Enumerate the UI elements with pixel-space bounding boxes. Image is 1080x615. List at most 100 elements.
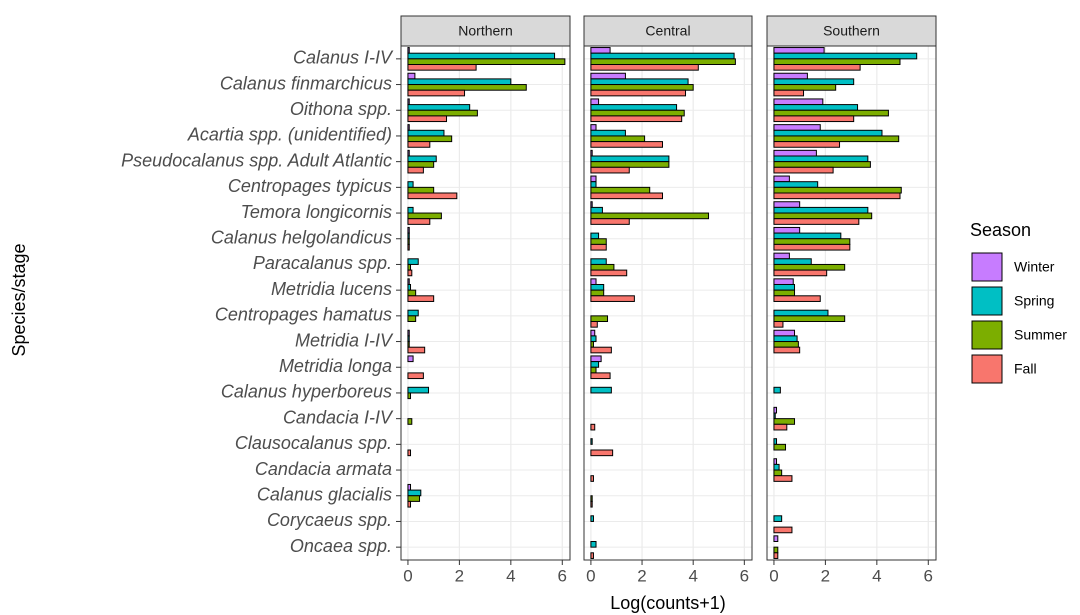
facet-title: Southern <box>823 23 880 39</box>
x-axis-title: Log(counts+1) <box>610 593 726 613</box>
y-tick-label: Calanus hyperboreus <box>221 382 392 402</box>
bar <box>407 64 477 71</box>
bar <box>773 269 828 277</box>
bar <box>590 212 710 220</box>
bar <box>773 104 859 111</box>
bar <box>773 406 778 414</box>
bar <box>773 64 861 71</box>
y-tick-label: Calanus helgolandicus <box>211 228 392 248</box>
bar <box>773 141 841 148</box>
bar <box>773 423 788 431</box>
bar <box>773 412 776 420</box>
bar <box>407 58 566 66</box>
bar <box>407 449 412 457</box>
x-tick-label: 2 <box>637 566 646 585</box>
panel-background <box>584 46 752 560</box>
x-tick-label: 6 <box>558 566 567 585</box>
bar <box>407 295 435 302</box>
bar <box>407 129 445 137</box>
bar <box>773 258 812 265</box>
facet-strip <box>766 15 937 47</box>
bar <box>407 315 417 323</box>
bar <box>773 166 834 174</box>
bar <box>590 201 593 208</box>
bar <box>773 135 900 143</box>
bar <box>773 161 871 168</box>
x-tick-label: 0 <box>403 566 412 585</box>
bar <box>590 141 664 148</box>
y-tick-label: Paracalanus spp. <box>253 253 392 273</box>
bar <box>773 175 790 183</box>
bar <box>590 89 687 97</box>
bar <box>590 124 597 131</box>
bar <box>590 206 603 214</box>
x-tick-label: 6 <box>740 566 749 585</box>
bar <box>407 418 413 425</box>
legend-key <box>971 354 1003 384</box>
bar <box>407 283 412 291</box>
bar <box>590 64 699 71</box>
bar <box>590 372 611 380</box>
bar <box>590 329 596 337</box>
bar <box>590 166 630 174</box>
bar <box>773 84 837 91</box>
bar <box>773 386 781 394</box>
bar <box>407 232 410 240</box>
bar <box>590 258 607 265</box>
bar <box>590 263 615 271</box>
bar <box>590 155 670 163</box>
y-tick-label: Corycaeus spp. <box>267 510 392 530</box>
bar <box>407 115 448 123</box>
bar <box>590 289 605 297</box>
bar <box>590 238 607 245</box>
bar <box>407 500 412 508</box>
bar <box>773 52 918 60</box>
bar <box>590 341 594 348</box>
bar <box>590 269 628 277</box>
bar <box>407 309 419 317</box>
panel-background <box>767 46 936 560</box>
bar <box>407 495 421 502</box>
y-tick-label: Centropages typicus <box>228 176 392 196</box>
bar <box>407 78 512 86</box>
bar <box>773 475 793 482</box>
legend-title: Season <box>970 220 1031 240</box>
bar <box>773 295 821 302</box>
bar <box>773 309 829 317</box>
y-tick-label: Acartia spp. (unidentified) <box>187 125 392 145</box>
bar <box>773 535 779 542</box>
bar <box>407 135 453 143</box>
legend-key <box>971 320 1003 350</box>
bar <box>773 47 825 54</box>
facet-strip <box>583 15 753 47</box>
bar <box>407 278 410 285</box>
bar <box>590 335 597 343</box>
bar <box>773 515 783 522</box>
bar <box>773 283 796 291</box>
bar <box>590 366 597 374</box>
bar <box>590 186 651 194</box>
bar <box>773 218 860 225</box>
bar <box>407 258 419 265</box>
bar <box>773 226 801 234</box>
legend-label: Fall <box>1014 361 1037 377</box>
legend-label: Winter <box>1014 259 1055 275</box>
bar <box>407 269 413 277</box>
bar <box>407 124 410 131</box>
bar <box>773 418 796 425</box>
legend-key <box>971 252 1003 282</box>
bar <box>590 78 689 86</box>
x-tick-label: 0 <box>769 566 778 585</box>
bar <box>590 295 635 302</box>
bar <box>773 124 821 131</box>
bar <box>590 192 664 200</box>
bar <box>590 386 612 394</box>
bar <box>773 315 846 323</box>
facet-title: Northern <box>458 23 512 39</box>
bar <box>773 552 779 559</box>
bar <box>773 78 855 86</box>
bar <box>773 89 805 97</box>
bar <box>773 458 778 465</box>
bar <box>590 423 596 431</box>
bar <box>590 129 626 137</box>
